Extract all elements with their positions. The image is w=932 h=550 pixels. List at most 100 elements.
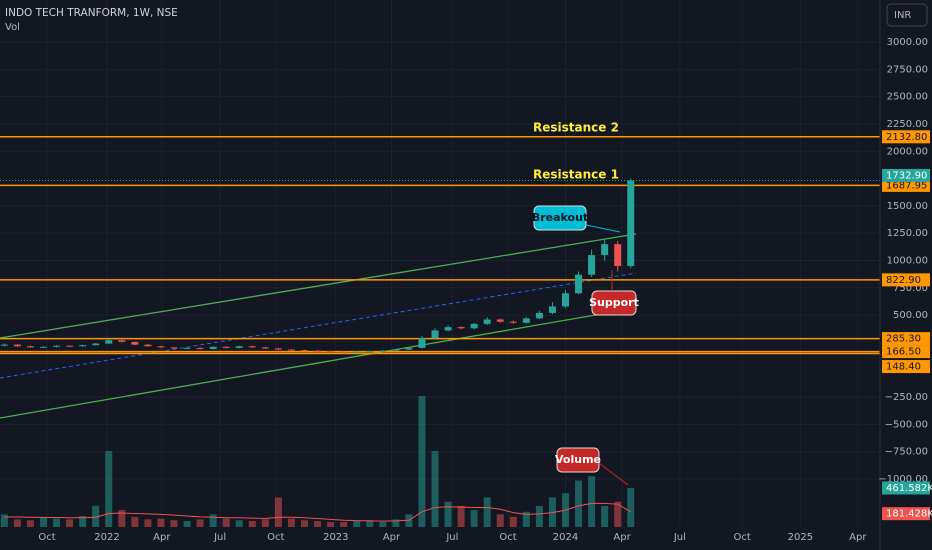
volume-bar — [183, 521, 191, 527]
candle-body — [392, 349, 400, 351]
price-tag-label: 2132.80 — [886, 132, 927, 143]
annotation: Support — [589, 296, 639, 309]
volume-bar — [418, 396, 426, 527]
x-tick-label: Apr — [613, 532, 631, 543]
volume-bar — [300, 520, 308, 527]
candle-body — [274, 348, 282, 350]
candle-body — [418, 338, 426, 348]
y-tick-label: −500.00 — [885, 419, 928, 430]
volume-bar — [496, 514, 504, 527]
annotation: Breakout — [532, 211, 588, 224]
volume-bar — [327, 521, 335, 527]
volume-bar — [248, 521, 256, 527]
x-tick-label: Jul — [445, 532, 458, 543]
volume-bar — [601, 505, 609, 527]
volume-bar — [131, 516, 139, 527]
volume-bar — [366, 520, 374, 527]
price-tag — [882, 168, 930, 182]
price-tag — [882, 360, 930, 374]
y-tick-label: −250.00 — [885, 392, 928, 403]
y-tick-label: 500.00 — [893, 310, 928, 321]
candle-body — [196, 347, 204, 350]
volume-bar — [144, 519, 152, 527]
y-tick-label: 2500.00 — [887, 92, 928, 103]
candle-body — [261, 347, 269, 349]
volume-bar — [444, 501, 452, 527]
y-tick-label: 1000.00 — [887, 256, 928, 267]
price-tag-label: 166.50 — [886, 347, 921, 358]
candle-body — [627, 180, 635, 266]
price-tag — [882, 481, 930, 495]
currency-button[interactable] — [886, 3, 928, 27]
candle-body — [118, 340, 126, 342]
candle-body — [548, 306, 556, 313]
x-tick-label: Apr — [383, 532, 401, 543]
candle-body — [144, 344, 152, 347]
volume-bar — [470, 510, 478, 527]
candle-body — [222, 346, 230, 348]
volume-bar — [39, 516, 47, 527]
candle-body — [248, 346, 256, 348]
candle-body — [601, 244, 609, 256]
volume-bar — [457, 505, 465, 527]
x-tick-label: Apr — [849, 532, 867, 543]
currency[interactable]: INR — [894, 10, 911, 21]
x-tick-label: 2023 — [323, 532, 348, 543]
callout-pointer — [598, 462, 629, 486]
callout — [533, 205, 587, 231]
volume-bar — [196, 519, 204, 527]
candle-body — [535, 312, 543, 319]
y-tick-label: −750.00 — [885, 447, 928, 458]
candle-body — [353, 351, 361, 353]
annotation: Resistance 2 — [533, 121, 619, 135]
volume-bar — [509, 516, 517, 527]
volume-bar — [627, 487, 635, 527]
volume-bar — [13, 519, 21, 527]
volume-bar — [118, 510, 126, 527]
volume-bar — [222, 518, 230, 527]
y-tick-label: 2000.00 — [887, 146, 928, 157]
candle-body — [588, 255, 596, 275]
volume-bar — [379, 521, 387, 527]
y-tick-label: 1250.00 — [887, 228, 928, 239]
candle-body — [235, 346, 243, 348]
volume-bar — [105, 450, 113, 527]
volume-bar — [522, 511, 530, 527]
candle-body — [561, 293, 569, 307]
x-tick-label: Jul — [673, 532, 686, 543]
price-tag — [882, 178, 930, 192]
candle-body — [405, 347, 413, 350]
chart-title: INDO TECH TRANFORM, 1W, NSE — [5, 7, 178, 19]
volume-ma-line — [4, 502, 631, 522]
candle-body — [209, 346, 217, 350]
y-tick-label: 750.00 — [893, 283, 928, 294]
candle-body — [431, 330, 439, 339]
candle-body — [105, 340, 113, 344]
candle-body — [170, 347, 178, 349]
price-tag-label: 461.582K — [886, 483, 932, 494]
candle-body — [470, 323, 478, 329]
price-tag — [882, 507, 930, 521]
price-tag-label: 285.30 — [886, 334, 921, 345]
callout — [591, 290, 637, 316]
y-tick-label: −1000.00 — [878, 474, 928, 485]
price-tag-label: 1732.90 — [886, 170, 927, 181]
price-tag-label: 181.428K — [886, 509, 932, 520]
candle-body — [13, 344, 21, 347]
candle-body — [157, 346, 165, 348]
volume-bar — [0, 514, 8, 527]
candle-body — [79, 345, 87, 347]
x-tick-label: Apr — [153, 532, 171, 543]
volume-bar — [287, 518, 295, 527]
volume-bar — [431, 450, 439, 527]
price-tag-label: 1687.95 — [886, 180, 927, 191]
volume-bar — [209, 514, 217, 527]
volume-bar — [170, 520, 178, 527]
y-tick-label: 1500.00 — [887, 201, 928, 212]
x-tick-label: 2022 — [94, 532, 119, 543]
candle-body — [457, 327, 465, 329]
volume-bar — [575, 480, 583, 527]
price-tag — [882, 345, 930, 359]
